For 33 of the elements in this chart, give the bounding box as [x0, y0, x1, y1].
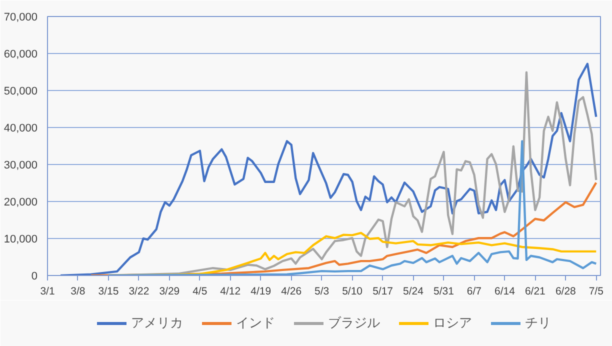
y-tick-label: 30,000 — [4, 160, 38, 172]
x-tick-label: 5/10 — [342, 286, 363, 298]
y-tick-label: 40,000 — [4, 122, 38, 134]
y-tick-label: 0 — [31, 270, 38, 282]
line-series — [107, 140, 598, 276]
y-tick-label: 20,000 — [4, 196, 38, 208]
x-tick-label: 3/15 — [98, 286, 119, 298]
x-tick-label: 6/28 — [555, 286, 576, 298]
x-tick-label: 3/29 — [159, 286, 180, 298]
legend-label: チリ — [525, 314, 551, 332]
y-tick-label: 70,000 — [4, 12, 38, 24]
y-tick-label: 60,000 — [4, 48, 38, 60]
x-tick-label: 5/17 — [372, 286, 394, 298]
y-tick-label: 10,000 — [4, 234, 38, 246]
x-tick-label: 5/31 — [434, 286, 454, 298]
x-tick-label: 3/1 — [40, 286, 55, 298]
x-tick-label: 5/3 — [314, 286, 330, 298]
x-tick-label: 6/21 — [524, 286, 546, 298]
x-tick-label: 4/5 — [192, 286, 208, 298]
x-tick-label: 7/5 — [588, 286, 604, 298]
legend-label: ロシア — [433, 314, 472, 332]
legend-label: ブラジル — [328, 314, 380, 332]
x-tick-label: 4/26 — [281, 286, 302, 298]
x-tick-label: 6/14 — [494, 286, 516, 298]
x-tick-label: 4/12 — [220, 286, 241, 298]
legend-label: アメリカ — [131, 314, 183, 332]
x-tick-label: 6/7 — [466, 286, 482, 298]
y-tick-label: 50,000 — [4, 86, 38, 98]
x-tick-label: 4/19 — [250, 286, 272, 298]
x-tick-label: 3/22 — [128, 286, 150, 298]
x-tick-label: 5/24 — [403, 286, 424, 298]
legend-label: インド — [236, 314, 275, 332]
x-tick-label: 3/8 — [70, 286, 86, 298]
